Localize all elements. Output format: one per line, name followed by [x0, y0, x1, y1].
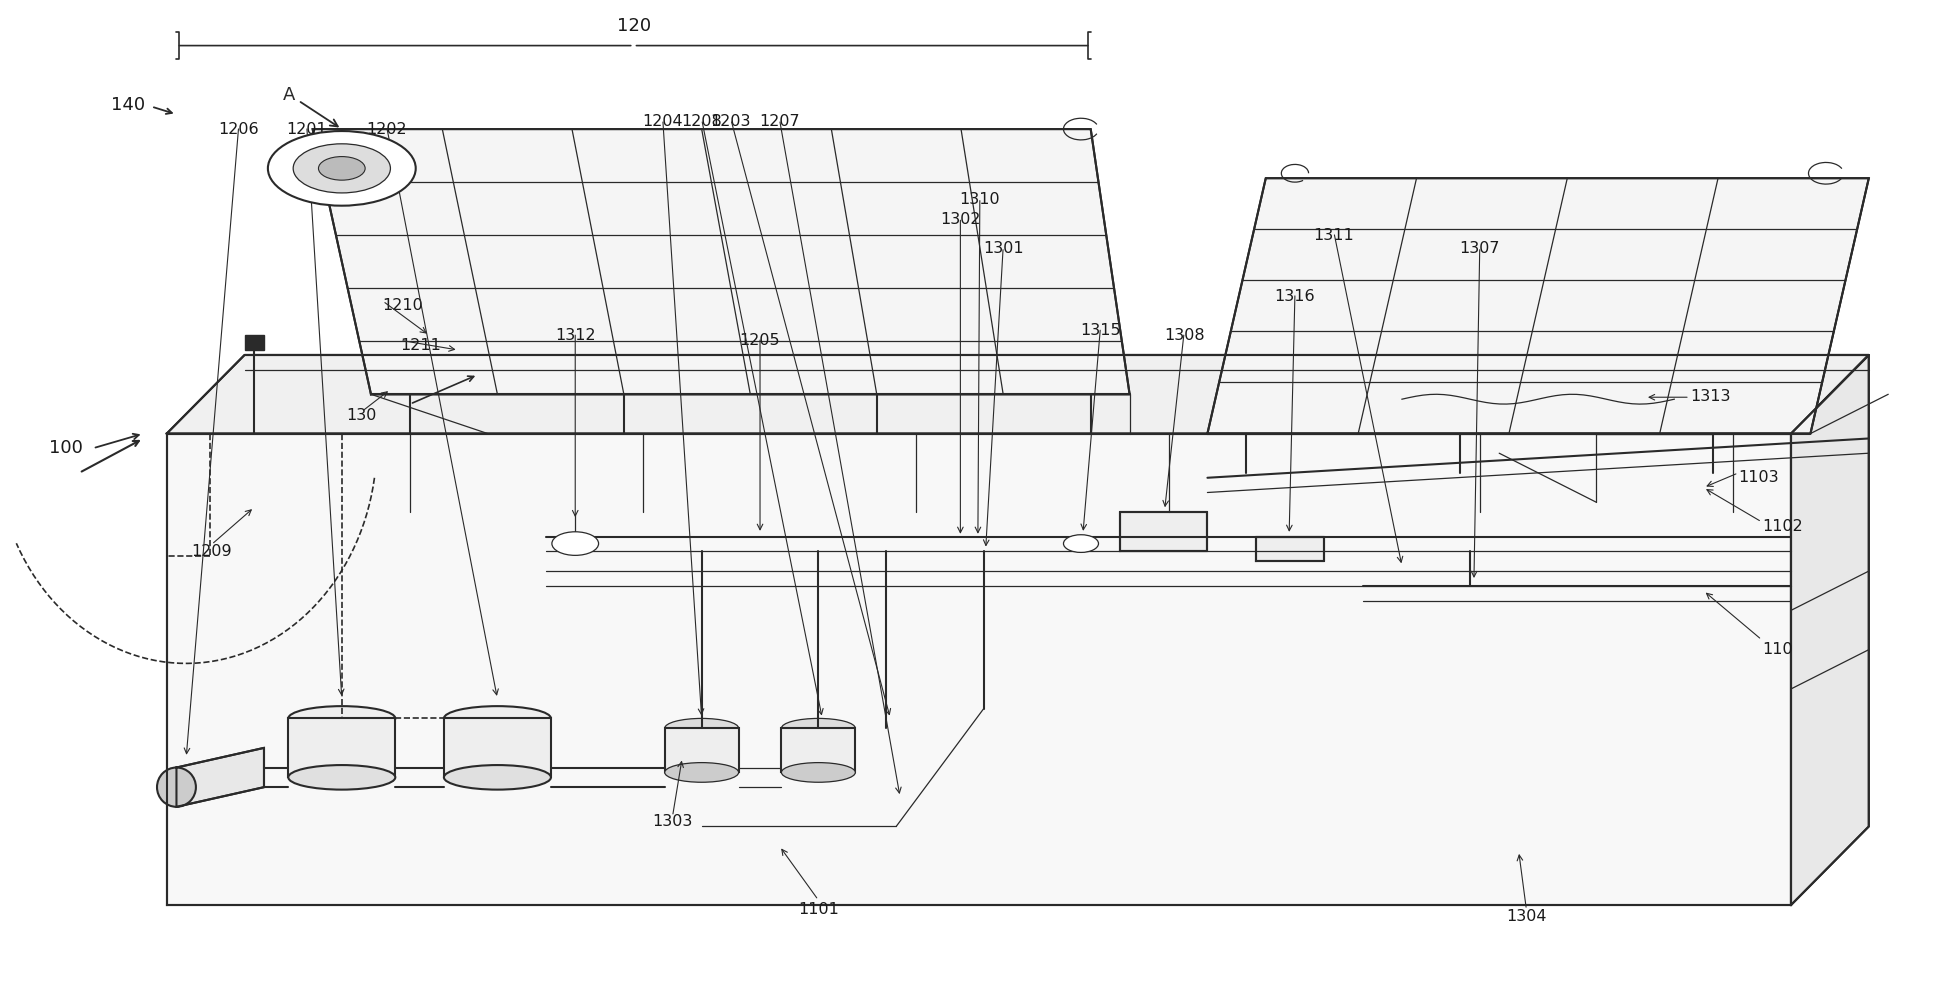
Ellipse shape: [444, 706, 551, 731]
Text: 1204: 1204: [643, 113, 684, 129]
Text: 100: 100: [49, 439, 82, 457]
Circle shape: [318, 157, 364, 180]
Polygon shape: [312, 129, 1130, 394]
Text: 1301: 1301: [984, 241, 1023, 256]
Text: 1310: 1310: [960, 192, 999, 207]
Polygon shape: [168, 355, 1868, 433]
Polygon shape: [1790, 355, 1868, 905]
Ellipse shape: [781, 762, 855, 782]
Ellipse shape: [781, 718, 855, 738]
Circle shape: [292, 144, 390, 193]
Text: 130: 130: [347, 409, 376, 424]
Ellipse shape: [664, 718, 738, 738]
Text: 1203: 1203: [711, 113, 752, 129]
Ellipse shape: [158, 767, 197, 807]
Text: 1207: 1207: [760, 113, 801, 129]
Polygon shape: [1120, 512, 1208, 552]
Text: 1206: 1206: [218, 121, 259, 137]
Text: 1101: 1101: [799, 902, 840, 917]
Text: 1302: 1302: [941, 212, 980, 227]
Ellipse shape: [444, 765, 551, 790]
Polygon shape: [1208, 178, 1868, 433]
Text: 140: 140: [111, 96, 144, 113]
Text: 1211: 1211: [399, 338, 440, 353]
Circle shape: [551, 532, 598, 556]
Text: 1205: 1205: [740, 333, 781, 348]
Polygon shape: [1256, 537, 1325, 561]
Text: 1201: 1201: [286, 121, 327, 137]
Circle shape: [269, 131, 415, 206]
Ellipse shape: [288, 706, 395, 731]
Bar: [781, 728, 855, 772]
Text: 1313: 1313: [1689, 389, 1730, 404]
Text: 1312: 1312: [555, 328, 596, 343]
Text: 1308: 1308: [1163, 328, 1204, 343]
Bar: [245, 335, 265, 350]
Text: 1210: 1210: [382, 298, 423, 313]
Ellipse shape: [664, 762, 738, 782]
Bar: [444, 718, 551, 777]
Bar: [288, 718, 395, 777]
Ellipse shape: [288, 765, 395, 790]
Circle shape: [1064, 535, 1099, 553]
Text: 120: 120: [616, 17, 651, 34]
Text: 1303: 1303: [653, 814, 693, 829]
Bar: [664, 728, 738, 772]
Polygon shape: [168, 433, 1790, 905]
Text: 1315: 1315: [1079, 323, 1120, 338]
Text: 1209: 1209: [191, 544, 232, 558]
Text: A: A: [282, 86, 337, 126]
Text: 1304: 1304: [1506, 909, 1547, 924]
Text: 1208: 1208: [682, 113, 723, 129]
Text: 110: 110: [1761, 642, 1792, 657]
Text: 1311: 1311: [1313, 228, 1354, 242]
Text: 1316: 1316: [1274, 289, 1315, 303]
Text: 1307: 1307: [1459, 241, 1500, 256]
Text: 1102: 1102: [1761, 519, 1802, 535]
Text: 1103: 1103: [1738, 470, 1779, 486]
Polygon shape: [177, 748, 265, 807]
Text: 1202: 1202: [366, 121, 407, 137]
